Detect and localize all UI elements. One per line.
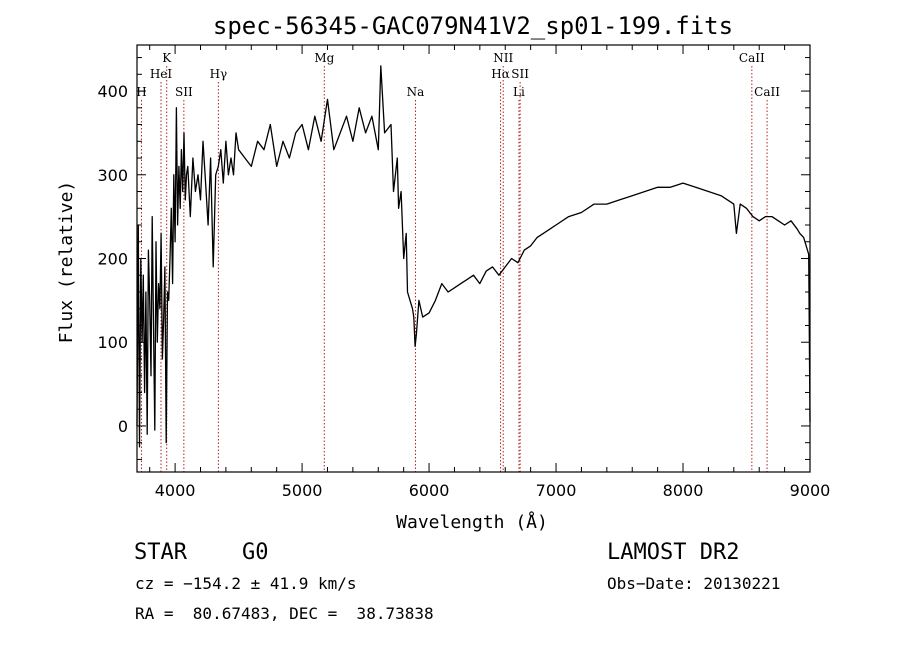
marker-label-5: Mg — [314, 51, 334, 65]
marker-label-4: Hγ — [210, 67, 228, 81]
marker-label-8: Hα — [491, 67, 510, 81]
x-tick-label: 9000 — [790, 481, 831, 500]
redshift-text: cz = −154.2 ± 41.9 km/s — [135, 574, 357, 593]
marker-label-3: SII — [175, 85, 193, 99]
x-tick-label: 5000 — [282, 481, 323, 500]
y-tick-label: 0 — [118, 417, 128, 436]
axes: 4000 5000 6000 7000 8000 9000 0 100 200 300 400 — [97, 45, 830, 500]
marker-label-9: SII — [511, 67, 529, 81]
survey-label: LAMOST DR2 — [607, 540, 740, 565]
spectrum-line — [136, 65, 811, 448]
x-axis-label: Wavelength (Å) — [396, 511, 548, 533]
marker-label-12: CaII — [754, 85, 780, 99]
marker-label-2: HeI — [150, 67, 173, 81]
y-axis-label: Flux (relative) — [56, 181, 77, 344]
y-tick-label: 300 — [97, 166, 128, 185]
x-tick-label: 6000 — [409, 481, 450, 500]
marker-label-10: Li — [513, 85, 525, 99]
class-label: STAR — [134, 540, 187, 565]
coordinates-text: RA = 80.67483, DEC = 38.73838 — [135, 604, 434, 623]
x-tick-label: 8000 — [663, 481, 704, 500]
x-tick-label: 7000 — [536, 481, 577, 500]
plot-frame — [136, 44, 811, 473]
y-tick-label: 100 — [97, 333, 128, 352]
marker-label-0: H — [136, 85, 146, 99]
obs-date-text: Obs−Date: 20130221 — [607, 574, 781, 593]
y-tick-label: 200 — [97, 250, 128, 269]
marker-label-6: Na — [407, 85, 425, 99]
subclass-label: G0 — [242, 540, 269, 565]
y-tick-label: 400 — [97, 82, 128, 101]
marker-label-11: CaII — [739, 51, 765, 65]
x-tick-label: 4000 — [155, 481, 196, 500]
marker-label-1: K — [162, 51, 172, 65]
marker-label-7: NII — [493, 51, 513, 65]
chart-title: spec-56345-GAC079N41V2_sp01-199.fits — [213, 12, 733, 40]
